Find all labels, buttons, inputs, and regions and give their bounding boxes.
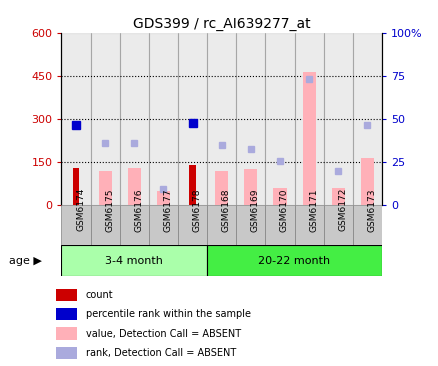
Bar: [207, 245, 381, 276]
Bar: [127, 168, 141, 205]
Bar: [120, 33, 148, 205]
Bar: [148, 33, 177, 205]
Bar: [56, 289, 77, 301]
Bar: [56, 347, 77, 359]
Text: count: count: [86, 290, 113, 300]
Bar: [360, 158, 373, 205]
Text: GSM6174: GSM6174: [76, 188, 85, 231]
Text: GSM6178: GSM6178: [192, 188, 201, 232]
Text: 3-4 month: 3-4 month: [105, 256, 163, 266]
Bar: [302, 72, 315, 205]
Text: GSM6168: GSM6168: [221, 188, 230, 232]
Text: GSM6173: GSM6173: [367, 188, 375, 232]
Bar: [207, 33, 236, 205]
Text: GSM6172: GSM6172: [337, 188, 346, 231]
Bar: [294, 33, 323, 205]
Bar: [120, 205, 148, 245]
Text: GSM6171: GSM6171: [308, 188, 318, 232]
Text: value, Detection Call = ABSENT: value, Detection Call = ABSENT: [86, 329, 240, 339]
Bar: [207, 205, 236, 245]
Bar: [294, 205, 323, 245]
Text: GSM6177: GSM6177: [163, 188, 172, 232]
Text: GSM6169: GSM6169: [250, 188, 259, 232]
Bar: [177, 33, 207, 205]
Bar: [236, 205, 265, 245]
Bar: [99, 171, 111, 205]
Bar: [90, 33, 120, 205]
Title: GDS399 / rc_AI639277_at: GDS399 / rc_AI639277_at: [133, 16, 310, 30]
Bar: [90, 205, 120, 245]
Bar: [148, 205, 177, 245]
Bar: [156, 191, 170, 205]
Bar: [331, 188, 344, 205]
Bar: [265, 33, 294, 205]
Bar: [61, 33, 90, 205]
Bar: [61, 245, 207, 276]
Bar: [323, 205, 352, 245]
Bar: [273, 188, 286, 205]
Bar: [215, 171, 228, 205]
Bar: [56, 327, 77, 340]
Bar: [352, 205, 381, 245]
Bar: [56, 308, 77, 321]
Bar: [323, 33, 352, 205]
Bar: [265, 205, 294, 245]
Text: GSM6170: GSM6170: [279, 188, 288, 232]
Text: GSM6175: GSM6175: [105, 188, 114, 232]
Text: percentile rank within the sample: percentile rank within the sample: [86, 309, 250, 319]
Text: GSM6176: GSM6176: [134, 188, 143, 232]
Bar: [177, 205, 207, 245]
Text: rank, Detection Call = ABSENT: rank, Detection Call = ABSENT: [86, 348, 236, 358]
Text: 20-22 month: 20-22 month: [258, 256, 330, 266]
Bar: [73, 168, 79, 205]
Bar: [352, 33, 381, 205]
Bar: [236, 33, 265, 205]
Text: age ▶: age ▶: [9, 256, 42, 266]
Bar: [61, 205, 90, 245]
Bar: [244, 169, 257, 205]
Bar: [189, 165, 195, 205]
